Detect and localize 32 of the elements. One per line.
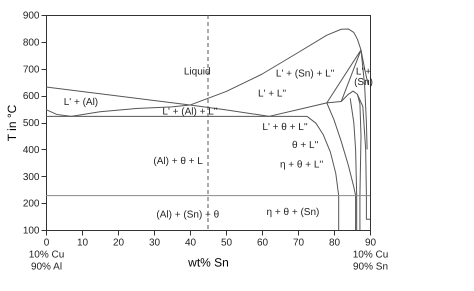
annotation: L' + (Al) + L'' bbox=[162, 106, 218, 118]
y-tick-label: 500 bbox=[22, 118, 40, 129]
annotation: (Al) + θ + L bbox=[153, 156, 204, 167]
y-tick-label: 400 bbox=[22, 144, 40, 156]
x-tick-label: 60 bbox=[256, 238, 268, 248]
x-tick-label: 80 bbox=[328, 238, 340, 248]
annotation: L' + (Al) bbox=[64, 96, 98, 108]
y-tick-label: 100 bbox=[22, 226, 40, 236]
y-tick-label: 700 bbox=[22, 64, 40, 76]
annotation: (Al) + (Sn) + θ bbox=[156, 210, 220, 221]
y-axis-title: T in °C bbox=[4, 104, 19, 142]
x-tick-label: 10 bbox=[76, 238, 88, 248]
annotation: L' + θ + L'' bbox=[262, 122, 308, 134]
x-axis-title: wt% Sn bbox=[187, 256, 229, 270]
annotation: η + θ + (Sn) bbox=[266, 206, 320, 218]
x-tick-label: 70 bbox=[292, 238, 304, 248]
annotation: η + θ + L'' bbox=[280, 160, 324, 171]
x-tick-label: 30 bbox=[148, 238, 160, 248]
y-tick-label: 200 bbox=[22, 198, 40, 210]
x-tick-label: 40 bbox=[184, 238, 196, 248]
y-tick-label: 800 bbox=[22, 37, 40, 48]
annotation: L' + (Sn) + L'' bbox=[276, 68, 335, 80]
annotation: θ + L'' bbox=[292, 140, 318, 151]
y-tick-label: 300 bbox=[22, 172, 40, 183]
y-tick-label: 600 bbox=[22, 91, 40, 102]
x-tick-label: 0 10% Cu 90% Al bbox=[28, 238, 64, 272]
x-tick-label: 50 bbox=[220, 238, 232, 248]
annotation: L' + L'' bbox=[258, 88, 286, 100]
x-tick-label: 20 bbox=[112, 238, 124, 248]
x-tick-label: 90 10% Cu 90% Sn bbox=[352, 238, 388, 272]
y-tick-label: 900 bbox=[22, 10, 40, 22]
annotation: Liquid bbox=[184, 66, 211, 78]
